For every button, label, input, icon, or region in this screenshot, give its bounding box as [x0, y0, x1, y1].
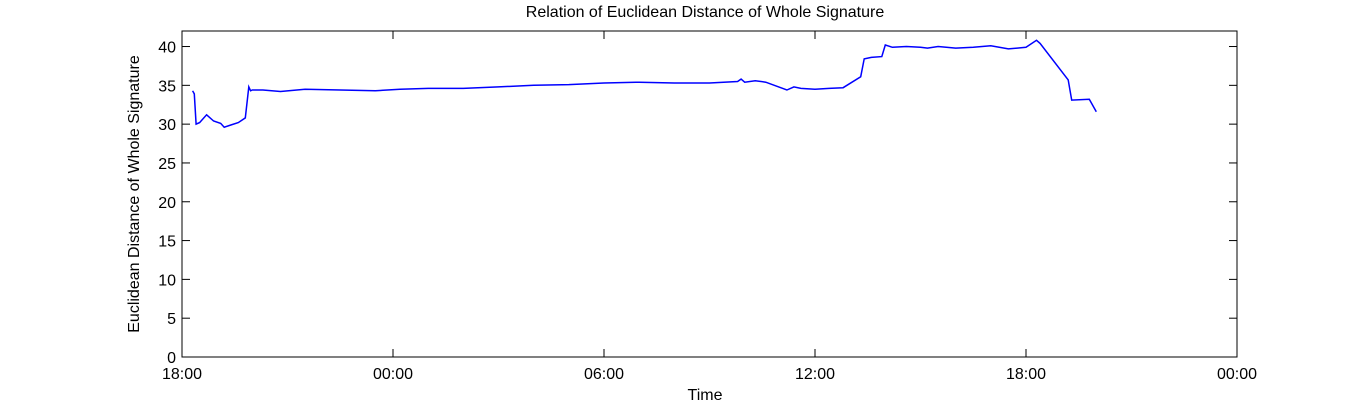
y-axis-label: Euclidean Distance of Whole Signature: [126, 55, 143, 333]
y-tick-label: 30: [158, 117, 176, 134]
x-tick-label: 06:00: [584, 366, 624, 383]
x-tick-label: 00:00: [373, 366, 413, 383]
y-tick-label: 25: [158, 156, 176, 173]
plot-frame: [181, 30, 1238, 358]
y-tick-label: 20: [158, 195, 176, 212]
series-layer: [191, 39, 1097, 129]
x-axis-ticks: 18:00 00:00 06:00 12:00 18:00 00:00: [162, 31, 1257, 383]
y-tick-label: 15: [158, 234, 176, 251]
x-tick-label: 12:00: [795, 366, 835, 383]
x-tick-label: 00:00: [1217, 366, 1257, 383]
series-line-0: [191, 39, 1097, 129]
x-tick-label: 18:00: [1006, 366, 1046, 383]
y-axis-ticks: 0 5 10 15 20 25 30 35 40: [158, 40, 1237, 367]
chart-title: Relation of Euclidean Distance of Whole …: [526, 4, 885, 21]
y-tick-label: 10: [158, 272, 176, 289]
y-tick-label: 40: [158, 40, 176, 57]
x-tick-label: 18:00: [162, 366, 202, 383]
y-tick-label: 35: [158, 78, 176, 95]
x-axis-label: Time: [688, 387, 723, 404]
y-tick-label: 5: [167, 311, 176, 328]
y-tick-label: 0: [167, 350, 176, 367]
